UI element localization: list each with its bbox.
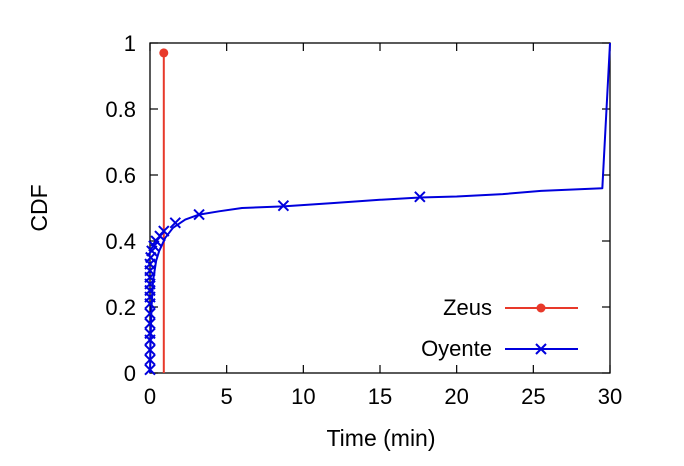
oyente-point (144, 363, 156, 376)
plot-frame (149, 42, 611, 374)
cross-stroke (144, 344, 156, 356)
cross-stroke (144, 354, 156, 366)
x-tick-label: 30 (598, 384, 622, 409)
cross-stroke (144, 327, 156, 340)
x-tick-label: 25 (521, 384, 545, 409)
y-tick-label: 1 (124, 31, 136, 56)
cross-stroke (535, 343, 547, 355)
oyente-point (144, 307, 156, 320)
oyente-point (193, 208, 205, 221)
zeus-point (159, 48, 169, 58)
axes (149, 42, 611, 374)
legend-marker-oyente (535, 343, 547, 355)
legend-marker-zeus (536, 303, 546, 313)
x-tick-label: 20 (444, 384, 468, 409)
x-tick-label: 15 (368, 384, 392, 409)
oyente-point (144, 327, 156, 340)
y-tick-label: 0.4 (105, 229, 136, 254)
oyente-point (414, 191, 426, 203)
oyente-line (149, 42, 611, 374)
oyente-point (169, 217, 182, 229)
oyente-point (144, 344, 156, 356)
y-tick-label: 0.8 (105, 97, 136, 122)
y-tick-label: 0.2 (105, 295, 136, 320)
series-zeus (159, 48, 169, 373)
oyente-point (144, 354, 156, 366)
oyente-point (277, 199, 290, 212)
cross-stroke (169, 217, 182, 229)
y-tick-label: 0 (124, 361, 136, 386)
cross-stroke (144, 307, 156, 320)
legend-label-oyente: Oyente (421, 336, 492, 361)
cross-stroke (158, 225, 170, 237)
y-tick-label: 0.6 (105, 163, 136, 188)
x-tick-label: 0 (144, 384, 156, 409)
cross-stroke (144, 317, 156, 330)
ticks: 0 5 10 15 20 25 30 0 0.2 0.4 0.6 0.8 1 (105, 31, 622, 409)
cross-stroke (277, 199, 290, 212)
series-oyente (144, 42, 611, 376)
cross-stroke (144, 363, 156, 376)
cross-stroke (414, 191, 426, 203)
legend-label-zeus: Zeus (443, 295, 492, 320)
oyente-point (158, 225, 170, 237)
x-tick-label: 10 (291, 384, 315, 409)
x-tick-label: 5 (221, 384, 233, 409)
axis-labels: Time (min) CDF (26, 184, 436, 451)
series (144, 42, 611, 376)
cross-stroke (193, 208, 205, 221)
oyente-point (144, 317, 156, 330)
y-axis-label: CDF (26, 184, 52, 231)
legend: Zeus Oyente (421, 295, 578, 361)
x-axis-label: Time (min) (326, 425, 435, 451)
